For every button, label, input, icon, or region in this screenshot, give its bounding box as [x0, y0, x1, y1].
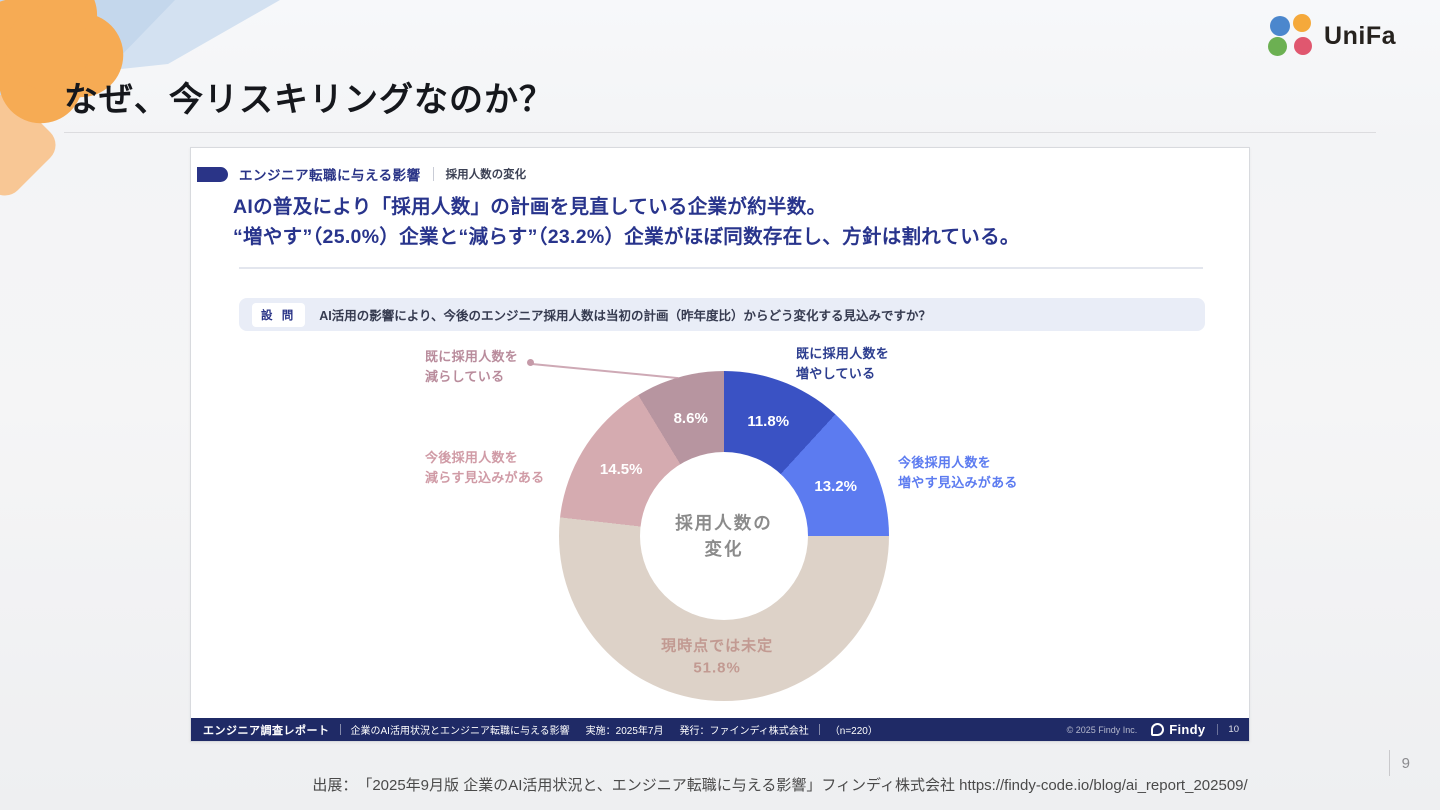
footer-report-subject: 企業のAI活用状況とエンジニア転職に与える影響: [350, 726, 570, 737]
survey-question-bar: 設 問 AI活用の影響により、今後のエンジニア採用人数は当初の計画（昨年度比）か…: [239, 298, 1205, 331]
footer-brand-area: © 2025 Findy Inc. Findy 10: [1067, 722, 1239, 737]
donut-chart: 採用人数の 変化 11.8% 13.2% 現時点では未定 51.8% 14.5% 8.6…: [559, 371, 889, 701]
report-header: エンジニア転職に与える影響 採用人数の変化: [197, 164, 526, 184]
header-divider: [432, 167, 434, 181]
unifa-logo-icon: [1268, 14, 1314, 58]
findy-logo-icon: [1151, 723, 1165, 736]
title-divider: [64, 132, 1376, 133]
question-badge: 設 問: [252, 302, 306, 327]
footer-survey-date: 実施：2025年7月: [585, 726, 664, 737]
unifa-logo: UniFa: [1268, 14, 1396, 58]
slice-label: 14.5%: [599, 461, 643, 479]
slice-label: 8.6%: [673, 409, 708, 427]
report-card: エンジニア転職に与える影響 採用人数の変化 AIの普及により「採用人数」の計画を…: [190, 147, 1250, 742]
footer-sample-size: （n=220）: [829, 726, 878, 737]
callout-decrease-planned: 今後採用人数を 減らす見込みがある: [425, 450, 545, 486]
header-tag-shape: [197, 166, 228, 182]
footer-report-name: エンジニア調査レポート: [203, 724, 330, 737]
slice-label: 11.8%: [747, 413, 790, 431]
callout-connector-dot: [527, 359, 534, 366]
slide-page-number: 9: [1401, 754, 1410, 772]
callout-increase-now: 既に採用人数を 増やしている: [796, 346, 890, 382]
footer-copyright: © 2025 Findy Inc.: [1066, 724, 1138, 735]
callout-increase-planned: 今後採用人数を 増やす見込みがある: [898, 455, 1018, 491]
question-text: AI活用の影響により、今後のエンジニア採用人数は当初の計画（昨年度比）からどう変…: [319, 309, 931, 323]
report-section-title: エンジニア転職に与える影響: [239, 168, 421, 183]
findy-logo-text: Findy: [1169, 722, 1206, 737]
callout-decrease-now: 既に採用人数を 減らしている: [425, 349, 519, 385]
chart-center-label: 採用人数の 変化: [675, 512, 773, 559]
report-footer: エンジニア調査レポート 企業のAI活用状況とエンジニア転職に与える影響 実施：2…: [191, 718, 1249, 741]
report-section-subtitle: 採用人数の変化: [445, 169, 527, 181]
headline-divider: [239, 267, 1203, 269]
headline-line-1: AIの普及により「採用人数」の計画を見直している企業が約半数。: [233, 196, 827, 218]
footer-divider: [339, 724, 341, 735]
unifa-logo-text: UniFa: [1324, 21, 1396, 50]
slide-page-number-area: 9: [1388, 750, 1410, 776]
slide-title: なぜ、今リスキリングなのか？: [64, 81, 554, 119]
source-citation: 出展： 「2025年9月版 企業のAI活用状況と、エンジニア転職に与える影響」フ…: [312, 777, 1248, 794]
slice-label: 現時点では未定 51.8%: [661, 637, 774, 677]
footer-divider-2: [818, 724, 820, 735]
donut-hole: 採用人数の 変化: [640, 452, 808, 620]
report-page-number: 10: [1217, 724, 1239, 735]
report-headline: AIの普及により「採用人数」の計画を見直している企業が約半数。 “増やす”（25…: [233, 192, 1020, 252]
page-number-divider: [1388, 750, 1390, 776]
slice-label: 13.2%: [814, 477, 857, 495]
headline-line-2: “増やす”（25.0%）企業と“減らす”（23.2%）企業がほぼ同数存在し、方針…: [233, 226, 1020, 249]
footer-issuer: 発行：ファインディ株式会社: [679, 726, 809, 737]
